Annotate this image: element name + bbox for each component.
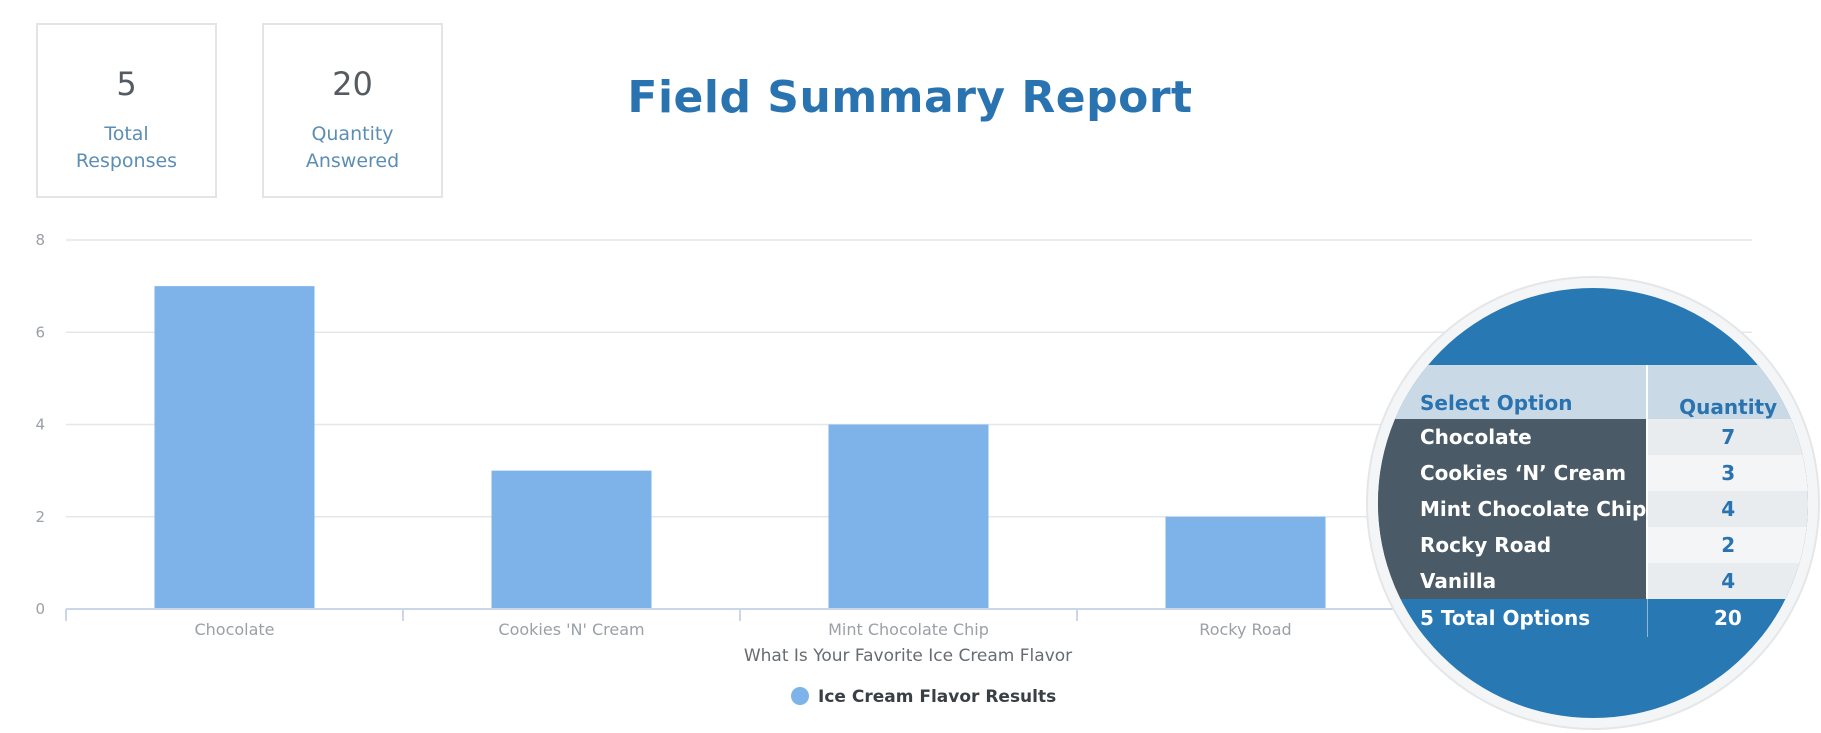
summary-table-footer: 5 Total Options 20 bbox=[1378, 599, 1808, 637]
quantity-answered-card: 20 Quantity Answered bbox=[262, 23, 443, 198]
table-row: Cookies ‘N’ Cream 3 bbox=[1378, 455, 1808, 491]
x-category-label: Cookies 'N' Cream bbox=[498, 620, 644, 639]
row-option: Mint Chocolate Chip bbox=[1378, 491, 1648, 527]
row-quantity: 7 bbox=[1646, 419, 1808, 455]
row-quantity: 4 bbox=[1646, 491, 1808, 527]
y-tick-label: 0 bbox=[35, 600, 45, 618]
y-tick-label: 6 bbox=[35, 323, 45, 341]
row-quantity: 2 bbox=[1646, 527, 1808, 563]
row-quantity: 4 bbox=[1646, 563, 1808, 599]
x-category-label: Rocky Road bbox=[1199, 620, 1291, 639]
legend-marker bbox=[791, 687, 809, 705]
bar[interactable] bbox=[1165, 516, 1326, 609]
chart-legend[interactable]: Ice Cream Flavor Results bbox=[791, 687, 1056, 707]
table-row: Mint Chocolate Chip 4 bbox=[1378, 491, 1808, 527]
x-category-label: Chocolate bbox=[194, 620, 274, 639]
row-option: Chocolate bbox=[1378, 419, 1648, 455]
total-responses-label: Total Responses bbox=[75, 123, 178, 172]
row-quantity: 3 bbox=[1646, 455, 1808, 491]
bar[interactable] bbox=[828, 424, 989, 610]
quantity-answered-value: 20 bbox=[332, 65, 373, 103]
y-tick-label: 2 bbox=[35, 508, 45, 526]
quantity-answered-label: Quantity Answered bbox=[305, 123, 400, 172]
total-responses-value: 5 bbox=[116, 65, 137, 103]
legend-label: Ice Cream Flavor Results bbox=[818, 687, 1056, 707]
x-category-label: Mint Chocolate Chip bbox=[828, 620, 989, 639]
row-option: Rocky Road bbox=[1378, 527, 1648, 563]
bar[interactable] bbox=[491, 470, 652, 609]
summary-table-header: Select Option Quantity bbox=[1378, 365, 1808, 419]
row-option: Vanilla bbox=[1378, 563, 1648, 599]
row-option: Cookies ‘N’ Cream bbox=[1378, 455, 1648, 491]
y-tick-label: 8 bbox=[35, 231, 45, 249]
table-row: Rocky Road 2 bbox=[1378, 527, 1808, 563]
table-row: Chocolate 7 bbox=[1378, 419, 1808, 455]
header-quantity: Quantity bbox=[1646, 365, 1808, 419]
bar[interactable] bbox=[154, 286, 315, 609]
summary-zoom-circle: Select Option Quantity Chocolate 7 Cookies… bbox=[1378, 288, 1808, 718]
summary-table: Select Option Quantity Chocolate 7 Cookies… bbox=[1378, 365, 1808, 637]
footer-total-quantity: 20 bbox=[1646, 599, 1808, 637]
y-tick-label: 4 bbox=[35, 416, 45, 434]
header-select-option: Select Option bbox=[1378, 365, 1648, 419]
footer-total-options: 5 Total Options bbox=[1378, 599, 1648, 637]
x-axis-title: What Is Your Favorite Ice Cream Flavor bbox=[744, 646, 1072, 666]
total-responses-card: 5 Total Responses bbox=[36, 23, 217, 198]
page-title: Field Summary Report bbox=[627, 72, 1193, 123]
table-row: Vanilla 4 bbox=[1378, 563, 1808, 599]
